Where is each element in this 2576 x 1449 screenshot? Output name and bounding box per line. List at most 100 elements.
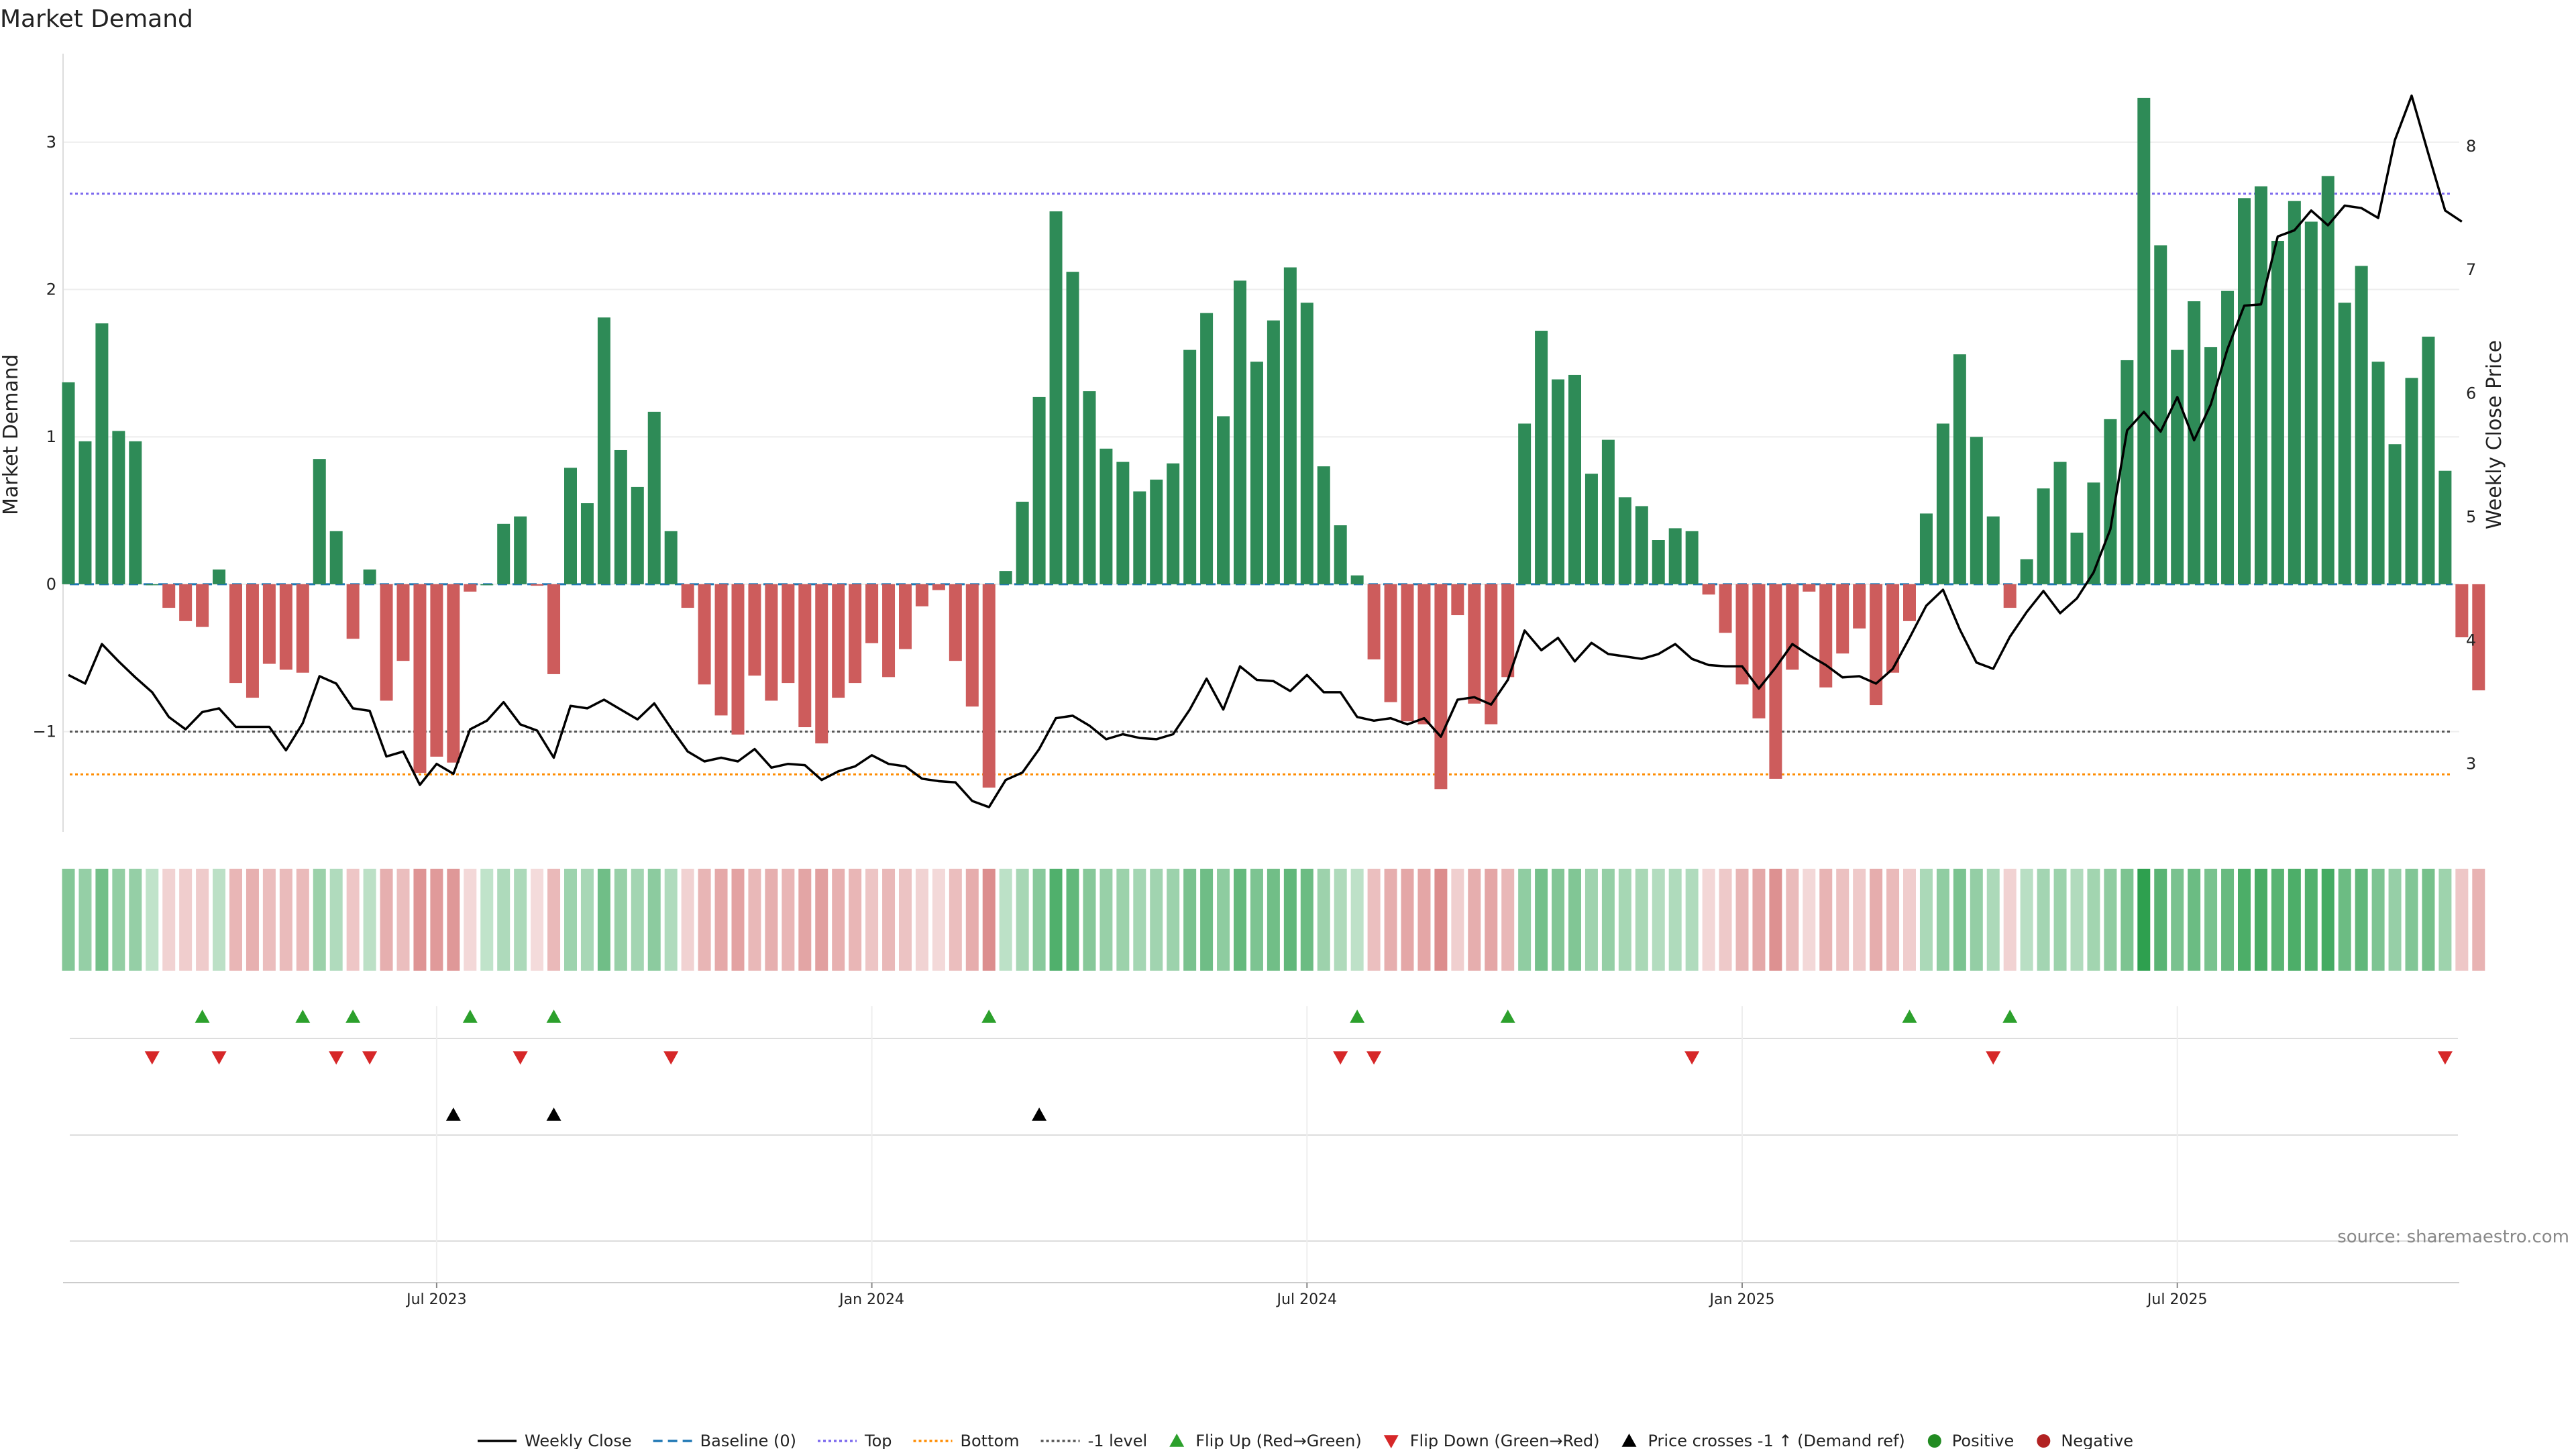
- heat-cell: [1501, 869, 1515, 971]
- heat-cell: [2254, 869, 2267, 971]
- demand-bar: [2422, 336, 2435, 584]
- legend-swatch: [1169, 1434, 1185, 1447]
- demand-bar: [129, 441, 142, 584]
- demand-bar: [2371, 362, 2385, 584]
- demand-bar: [849, 584, 862, 684]
- demand-bar: [1836, 584, 1849, 654]
- heat-cell: [1752, 869, 1766, 971]
- demand-bar: [1970, 437, 1983, 584]
- demand-bar: [999, 571, 1012, 584]
- demand-bar: [363, 569, 376, 584]
- heat-cell: [430, 869, 443, 971]
- heat-cell: [1334, 869, 1347, 971]
- flip-down-marker: [1684, 1051, 1700, 1065]
- demand-bar: [246, 584, 259, 698]
- legend-label: Negative: [2061, 1432, 2133, 1449]
- heat-cell: [2438, 869, 2452, 971]
- demand-bar: [631, 486, 644, 584]
- heat-cell: [614, 869, 627, 971]
- flip-down-marker: [1366, 1051, 1382, 1065]
- reference-lines: [70, 193, 2453, 775]
- heat-cell: [213, 869, 226, 971]
- heat-cell: [2121, 869, 2134, 971]
- demand-bar: [1066, 272, 1079, 584]
- heat-cell: [62, 869, 75, 971]
- demand-bar: [2137, 97, 2151, 584]
- flip-up-marker: [195, 1010, 210, 1023]
- heat-cell: [2020, 869, 2033, 971]
- legend-label: Top: [864, 1432, 892, 1449]
- right-tick-label: 5: [2466, 507, 2476, 526]
- demand-bar: [447, 584, 460, 763]
- heat-cell: [2137, 869, 2151, 971]
- heat-cell: [1535, 869, 1548, 971]
- x-tick-label: Jul 2023: [405, 1291, 467, 1308]
- demand-bar: [1886, 584, 1900, 673]
- demand-bar: [714, 584, 728, 716]
- heat-cell: [2288, 869, 2301, 971]
- demand-bar: [1401, 584, 1414, 722]
- demand-bar: [748, 584, 761, 676]
- heat-cell: [2221, 869, 2235, 971]
- heat-cell: [1903, 869, 1916, 971]
- demand-bar: [2338, 303, 2351, 584]
- right-y-axis: 3 4 5 6 7 8: [2466, 137, 2476, 773]
- legend-label: Baseline (0): [700, 1432, 796, 1449]
- demand-bar: [2254, 186, 2267, 584]
- demand-bar: [564, 468, 577, 584]
- demand-bar: [647, 411, 661, 584]
- flip-down-marker: [144, 1051, 160, 1065]
- heat-cell: [1719, 869, 1732, 971]
- demand-bar: [2171, 350, 2184, 584]
- flip-up-marker: [2002, 1010, 2018, 1023]
- demand-bar: [1133, 491, 1146, 584]
- demand-bar: [1585, 474, 1598, 584]
- heat-cell: [1468, 869, 1481, 971]
- heat-cell: [698, 869, 711, 971]
- demand-bar: [196, 584, 209, 627]
- demand-bar: [480, 584, 494, 586]
- legend-label: Weekly Close: [525, 1432, 632, 1449]
- heat-cell: [514, 869, 527, 971]
- left-tick-label: 0: [46, 575, 56, 594]
- demand-bar: [179, 584, 193, 621]
- demand-bar: [146, 584, 159, 586]
- heat-cell: [932, 869, 945, 971]
- demand-bar: [2087, 482, 2100, 584]
- heat-cell: [1317, 869, 1330, 971]
- heat-cell: [1618, 869, 1631, 971]
- legend-label: Flip Up (Red→Green): [1195, 1432, 1362, 1449]
- heat-cell: [1250, 869, 1263, 971]
- demand-bar: [1518, 423, 1532, 584]
- x-tick-label: Jan 2025: [1709, 1291, 1775, 1308]
- heat-cell: [1032, 869, 1046, 971]
- demand-bar: [798, 584, 812, 728]
- demand-bar: [1635, 506, 1648, 584]
- heat-cell: [2321, 869, 2334, 971]
- event-marker-panel: [70, 1006, 2458, 1281]
- heat-cell: [229, 869, 242, 971]
- heat-cell: [2355, 869, 2368, 971]
- heat-cell: [915, 869, 928, 971]
- heat-cell: [1585, 869, 1598, 971]
- heat-cell: [564, 869, 577, 971]
- heat-cell: [832, 869, 845, 971]
- flip-up-marker: [295, 1010, 311, 1023]
- demand-bar: [2405, 378, 2418, 584]
- heat-cell: [1267, 869, 1280, 971]
- heat-cell: [497, 869, 511, 971]
- heat-cell: [882, 869, 896, 971]
- heat-cell: [2171, 869, 2184, 971]
- flip-up-marker: [1350, 1010, 1365, 1023]
- demand-bar: [2388, 444, 2402, 584]
- demand-bar: [1803, 584, 1816, 592]
- left-tick-label: 1: [46, 427, 56, 446]
- legend: Weekly Close Baseline (0) Top Bottom -1 leve…: [478, 1432, 2133, 1449]
- heat-cell: [2472, 869, 2485, 971]
- heat-cell: [1552, 869, 1565, 971]
- demand-bar: [2288, 201, 2301, 584]
- flip-up-marker: [345, 1010, 361, 1023]
- heat-cell: [279, 869, 292, 971]
- demand-bar: [2037, 488, 2050, 584]
- x-tick-label: Jan 2024: [838, 1291, 904, 1308]
